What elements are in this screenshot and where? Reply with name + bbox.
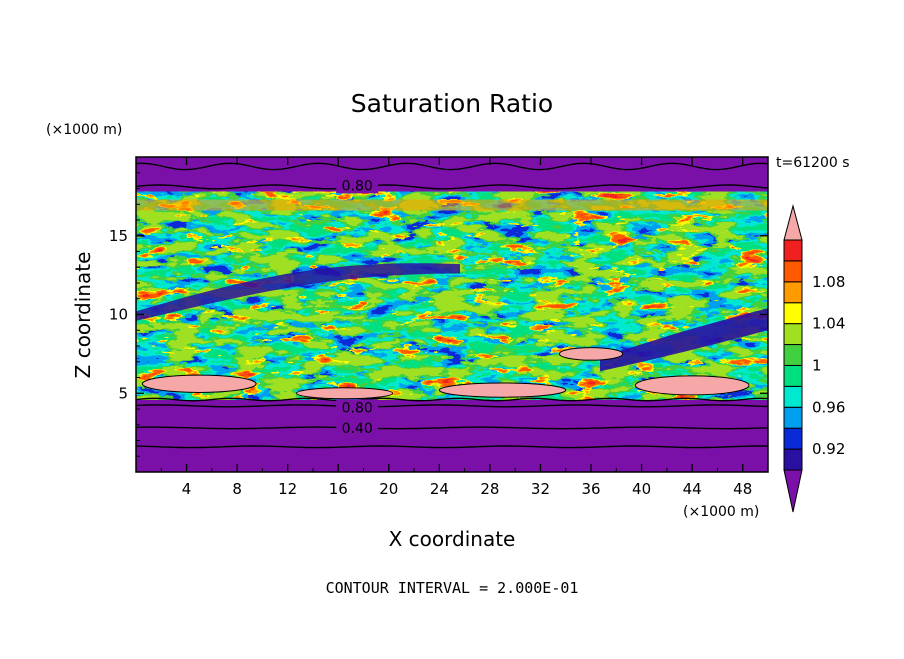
- x-axis-title: X coordinate: [389, 527, 516, 551]
- x-tick-label: 48: [733, 480, 752, 498]
- colorbar-box: [783, 364, 803, 387]
- colorbar-box: [783, 427, 803, 450]
- x-tick-label: 36: [581, 480, 600, 498]
- field-patch: [558, 347, 624, 361]
- contour-line: [136, 184, 768, 190]
- colorbar-label: 1.08: [812, 273, 845, 291]
- plot-area: 0.80 0.80 0.40: [136, 157, 768, 472]
- colorbar: 1.08 1.04 1 0.96 0.92: [783, 204, 845, 513]
- field-patch: [438, 382, 567, 398]
- contour-line: [136, 445, 768, 449]
- contour-label: 0.40: [342, 421, 373, 437]
- colorbar-box: [783, 281, 803, 304]
- x-tick-label: 24: [430, 480, 449, 498]
- y-unit-label: (×1000 m): [46, 122, 122, 138]
- contour-line: [136, 404, 768, 408]
- x-tick-label: 8: [232, 480, 242, 498]
- y-axis-title: Z coordinate: [71, 252, 95, 379]
- colorbar-end-high: [783, 204, 803, 241]
- x-axis-ticks: 4 8 12 16 20 24 28 32 36 40 44 48: [160, 157, 752, 498]
- field-texture: [136, 191, 768, 400]
- contour-interval-note: CONTOUR INTERVAL = 2.000E-01: [326, 579, 579, 597]
- x-tick-label: 20: [379, 480, 398, 498]
- x-tick-label: 12: [278, 480, 297, 498]
- x-unit-label: (×1000 m): [683, 504, 759, 520]
- x-tick-label: 32: [531, 480, 550, 498]
- y-axis-ticks: 5 10 15: [109, 172, 768, 457]
- field-dry-band: [600, 308, 768, 372]
- field-band: [136, 399, 768, 472]
- contour-lines: 0.80 0.80 0.40: [136, 162, 768, 449]
- colorbar-box: [783, 323, 803, 346]
- y-tick-label: 10: [109, 306, 128, 324]
- colorbar-box: [783, 302, 803, 325]
- colorbar-label: 1.04: [812, 315, 845, 333]
- x-tick-label: 4: [182, 480, 192, 498]
- y-tick-label: 15: [109, 227, 128, 245]
- field-dry-band: [136, 263, 460, 321]
- colorbar-box: [783, 344, 803, 366]
- colorbar-box: [783, 406, 803, 429]
- contour-label: 0.80: [342, 400, 373, 416]
- colorbar-label: 0.92: [812, 440, 845, 458]
- field-patch: [141, 374, 257, 393]
- colorbar-label: 0.96: [812, 398, 845, 416]
- x-tick-label: 16: [329, 480, 348, 498]
- colorbar-box: [783, 239, 803, 262]
- colorbar-box: [783, 448, 803, 471]
- field-upper-band: [136, 199, 768, 211]
- x-tick-label: 44: [683, 480, 702, 498]
- time-label: t=61200 s: [776, 155, 850, 171]
- contour-label-bg: [336, 177, 379, 194]
- contour-label-bg: [336, 419, 379, 436]
- colorbar-end-low: [783, 469, 803, 513]
- colorbar-label: 1: [812, 356, 822, 374]
- contour-label: 0.80: [342, 178, 373, 194]
- field-patch: [296, 387, 394, 400]
- chart-title: Saturation Ratio: [351, 89, 553, 118]
- x-tick-label: 28: [480, 480, 499, 498]
- field-band: [136, 157, 768, 192]
- colorbar-box: [783, 385, 803, 408]
- colorbar-box: [783, 260, 803, 283]
- x-tick-label: 40: [632, 480, 651, 498]
- y-tick-label: 5: [118, 384, 128, 402]
- contour-label-bg: [336, 399, 379, 416]
- contour-line: [136, 162, 768, 171]
- contour-line: [136, 426, 768, 430]
- field-patch: [634, 375, 750, 396]
- contour-line: [136, 397, 768, 402]
